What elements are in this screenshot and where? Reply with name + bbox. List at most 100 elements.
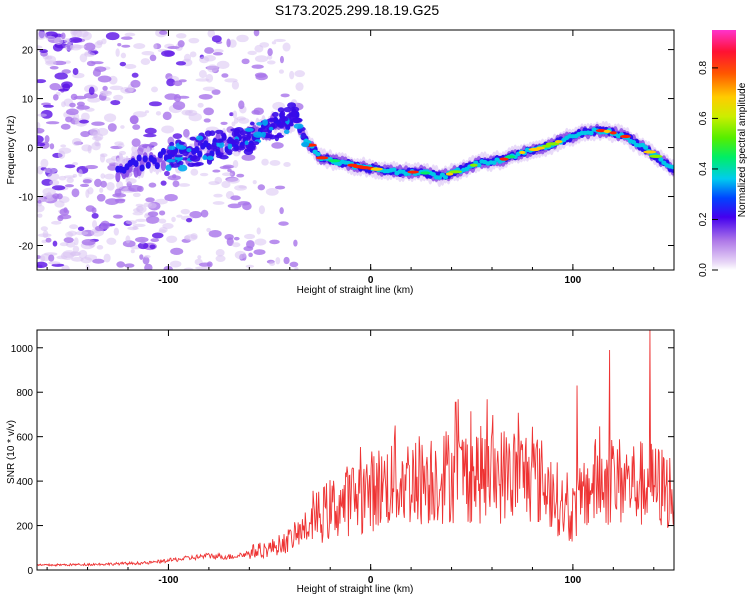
spectrogram-noise-cell xyxy=(105,158,116,164)
spectrogram-noise-cell xyxy=(40,198,49,203)
spectrogram-noise-cell xyxy=(282,42,291,52)
spectrogram-noise-cell xyxy=(269,239,280,245)
spectrogram-noise-cell xyxy=(59,242,69,247)
spectrogram-noise-cell xyxy=(130,249,135,254)
spectrogram-noise-cell xyxy=(79,183,90,188)
snr-y-tick-label: 0 xyxy=(27,566,33,577)
spectrogram-noise-cell xyxy=(120,125,125,129)
spectrogram-peak-cell xyxy=(536,146,545,150)
colorbar-tick-label: 0.6 xyxy=(698,111,709,125)
spectrogram-noise-cell xyxy=(212,52,224,56)
spectrogram-ridge-cell xyxy=(154,162,160,170)
spectrogram-ridge-cell xyxy=(186,148,192,153)
snr-y-tick-label: 800 xyxy=(16,388,33,399)
spectrogram-noise-cell xyxy=(83,92,98,99)
spectrogram-noise-cell xyxy=(42,104,54,108)
spectrogram-noise-cell xyxy=(85,264,90,270)
spectrogram-noise-cell xyxy=(166,235,178,244)
spectrogram-noise-cell xyxy=(96,245,104,250)
spectrogram-peak-cell xyxy=(609,131,617,135)
spectrogram-noise-cell xyxy=(212,169,221,173)
spectrogram-noise-cell xyxy=(149,244,156,250)
spectrogram-noise-cell xyxy=(113,94,124,101)
spectrogram-noise-cell xyxy=(85,205,95,212)
spectrogram-noise-cell xyxy=(132,211,144,216)
spectrogram-ridge-cell xyxy=(230,140,238,145)
spectrogram-noise-cell xyxy=(158,229,167,234)
spectrogram-noise-cell xyxy=(71,257,84,262)
spectrogram-noise-cell xyxy=(110,100,121,106)
spectrogram-noise-cell xyxy=(61,69,72,74)
spectrogram-noise-cell xyxy=(70,30,78,35)
spectrogram-noise-cell xyxy=(241,154,256,161)
spectrogram-noise-cell xyxy=(72,162,79,166)
spectrogram-noise-cell xyxy=(248,252,253,258)
spectrogram-noise-cell xyxy=(188,37,200,44)
spectrogram-noise-cell xyxy=(94,225,104,232)
spectrogram-noise-cell xyxy=(159,30,168,35)
spectrogram-noise-cell xyxy=(169,260,182,268)
spectrogram-noise-cell xyxy=(198,262,212,267)
spectrogram-noise-cell xyxy=(283,161,291,167)
spectrogram-noise-cell xyxy=(175,33,187,39)
spectrogram-noise-cell xyxy=(151,86,159,93)
spectrogram-noise-cell xyxy=(232,110,238,119)
spectrogram-noise-cell xyxy=(135,218,147,223)
spectrogram-noise-cell xyxy=(96,193,106,202)
spectrogram-noise-cell xyxy=(121,44,131,48)
spectrogram-noise-cell xyxy=(60,144,67,148)
spectrogram-noise-cell xyxy=(45,237,52,243)
spectrogram-ridge-cell xyxy=(227,143,233,150)
spectrogram-y-tick-label: -10 xyxy=(19,193,34,204)
spectrogram-ridge-cell xyxy=(187,162,196,168)
spectrogram-noise-cell xyxy=(77,226,85,232)
spectrogram-noise-cell xyxy=(289,70,295,80)
snr-marks xyxy=(37,330,674,567)
spectrogram-peak-cell xyxy=(620,134,631,139)
spectrogram-noise-cell xyxy=(63,38,71,43)
spectrogram-noise-cell xyxy=(91,121,105,126)
spectrogram-noise-cell xyxy=(64,184,74,188)
snr-y-label: SNR (10 * v/v) xyxy=(6,420,17,484)
spectrogram-noise-cell xyxy=(241,58,250,65)
snr-y-tick-label: 600 xyxy=(16,433,33,444)
spectrogram-ridge-cell xyxy=(244,127,254,132)
spectrogram-noise-cell xyxy=(227,168,232,172)
spectrogram-noise-cell xyxy=(66,177,74,184)
spectrogram-noise-cell xyxy=(76,105,90,110)
spectrogram-peak-cell xyxy=(505,155,516,159)
spectrogram-noise-cell xyxy=(130,79,141,88)
spectrogram-noise-cell xyxy=(294,70,306,78)
spectrogram-ridge-cell xyxy=(436,175,443,180)
spectrogram-noise-cell xyxy=(124,263,135,268)
spectrogram-noise-cell xyxy=(84,164,99,170)
spectrogram-ridge-cell xyxy=(206,155,214,161)
spectrogram-x-label: Height of straight line (km) xyxy=(297,285,414,296)
spectrogram-noise-cell xyxy=(143,133,157,138)
spectrogram-noise-cell xyxy=(190,168,199,176)
spectrogram-noise-cell xyxy=(132,223,146,228)
spectrogram-ridge-cell xyxy=(136,154,142,162)
spectrogram-noise-cell xyxy=(155,111,162,116)
spectrogram-noise-cell xyxy=(99,187,104,193)
spectrogram-noise-cell xyxy=(144,263,153,270)
spectrogram-noise-cell xyxy=(158,218,167,224)
spectrogram-noise-cell xyxy=(78,169,83,178)
spectrogram-peak-cell xyxy=(315,156,329,160)
spectrogram-noise-cell xyxy=(216,60,230,70)
spectrogram-noise-cell xyxy=(40,158,49,168)
spectrogram-noise-cell xyxy=(75,231,89,236)
spectrogram-noise-cell xyxy=(127,226,139,231)
spectrogram-noise-cell xyxy=(198,70,207,79)
spectrogram-noise-cell xyxy=(207,64,219,73)
spectrogram-ridge-cell xyxy=(291,108,297,116)
spectrogram-peak-cell xyxy=(420,171,431,175)
snr-plot-area xyxy=(37,330,674,570)
spectrogram-ridge-cell xyxy=(283,107,292,113)
spectrogram-noise-cell xyxy=(94,178,102,188)
spectrogram-noise-cell xyxy=(39,49,48,54)
spectrogram-noise-cell xyxy=(37,31,47,40)
spectrogram-noise-cell xyxy=(69,102,76,108)
spectrogram-noise-cell xyxy=(49,179,60,186)
